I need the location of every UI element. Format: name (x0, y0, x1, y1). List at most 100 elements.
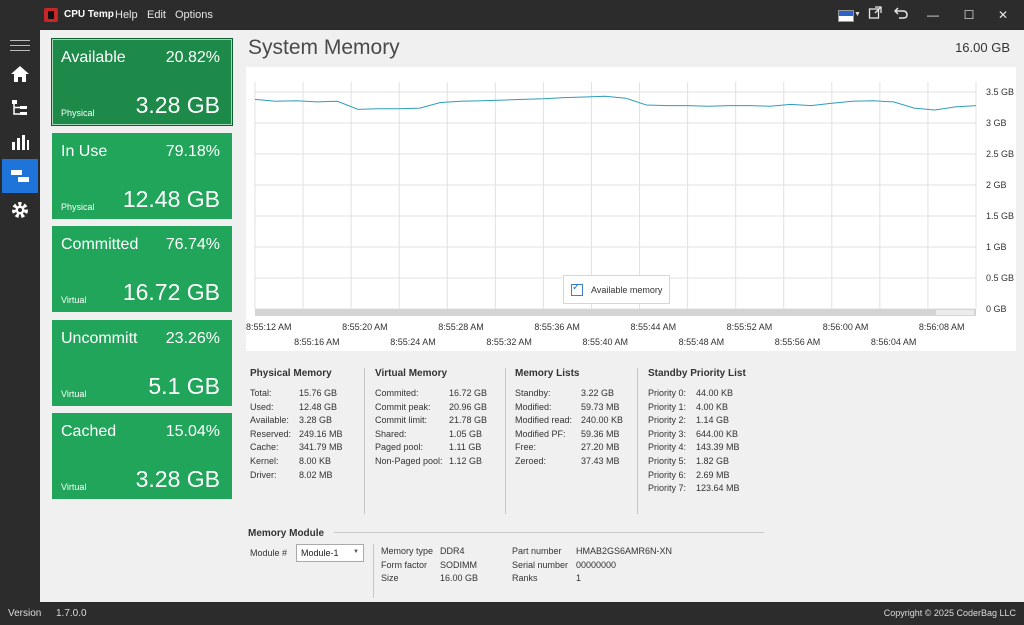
info-value: 341.79 MB (299, 442, 343, 453)
info-key: Part number (512, 546, 562, 556)
divider (637, 368, 638, 514)
module-select[interactable]: Module-1 ▼ (296, 544, 364, 562)
info-key: Reserved: (250, 428, 292, 439)
legend-checkbox[interactable] (571, 282, 583, 296)
info-value: 123.64 MB (696, 483, 740, 494)
card-type: Virtual (61, 295, 87, 305)
info-value: SODIMM (440, 559, 477, 570)
export-icon[interactable] (866, 6, 884, 24)
info-key: Available: (250, 415, 289, 426)
card-type: Virtual (61, 389, 87, 399)
info-row: Commit limit: 21.78 GB (375, 415, 487, 429)
info-key: Priority 4: (648, 442, 687, 453)
card-label: Uncommitt (61, 330, 138, 347)
undo-icon[interactable] (892, 6, 910, 24)
section-title: Standby Priority List (648, 368, 746, 379)
x-tick-label: 8:55:40 AM (582, 337, 628, 347)
info-value: 1.14 GB (696, 415, 730, 426)
card-label: Available (61, 49, 126, 66)
x-tick-label: 8:56:04 AM (871, 337, 917, 347)
x-tick-label: 8:55:48 AM (679, 337, 725, 347)
language-flag-icon[interactable] (838, 10, 854, 22)
x-tick-label: 8:55:16 AM (294, 337, 340, 347)
info-key: Ranks (512, 573, 538, 584)
info-key: Priority 1: (648, 401, 687, 412)
total-memory: 16.00 GB (955, 40, 1010, 55)
info-value: 240.00 KB (581, 415, 624, 426)
info-key: Paged pool: (375, 442, 424, 453)
info-row: Standby: 3.22 GB (515, 388, 614, 402)
info-row: Non-Paged pool: 1.12 GB (375, 456, 482, 470)
memory-icon[interactable] (2, 159, 38, 193)
chevron-down-icon[interactable]: ▼ (854, 11, 861, 18)
info-row: Available: 3.28 GB (250, 415, 332, 429)
info-value: 21.78 GB (449, 415, 488, 426)
info-key: Size (381, 573, 399, 584)
maximize-button[interactable]: ☐ (963, 8, 975, 22)
info-key: Shared: (375, 428, 407, 439)
copyright: Copyright © 2025 CoderBag LLC (883, 608, 1016, 618)
chevron-down-icon: ▼ (353, 549, 359, 555)
card-label: Committed (61, 236, 139, 253)
x-tick-label: 8:55:32 AM (486, 337, 532, 347)
info-key: Used: (250, 401, 274, 412)
info-row: Commited: 16.72 GB (375, 388, 487, 402)
card-in-use[interactable]: In Use 79.18% Physical 12.48 GB (52, 133, 232, 219)
info-key: Free: (515, 442, 537, 453)
info-row: Free: 27.20 MB (515, 442, 620, 456)
x-tick-label: 8:55:28 AM (438, 322, 484, 332)
y-tick-label: 3.5 GB (986, 87, 1014, 97)
memory-module-title: Memory Module (248, 528, 325, 539)
x-tick-label: 8:55:52 AM (727, 322, 773, 332)
menu-options[interactable]: Options (175, 9, 213, 21)
card-uncommitted[interactable]: Uncommitt 23.26% Virtual 5.1 GB (52, 320, 232, 406)
close-button[interactable]: ✕ (997, 8, 1009, 22)
gear-icon[interactable] (2, 193, 38, 227)
card-available[interactable]: Available 20.82% Physical 3.28 GB (51, 38, 233, 126)
info-key: Priority 2: (648, 415, 687, 426)
x-tick-label: 8:55:36 AM (534, 322, 580, 332)
info-key: Commit limit: (375, 415, 427, 426)
chart-legend[interactable]: Available memory (563, 275, 670, 304)
info-key: Priority 6: (648, 469, 687, 480)
tree-icon[interactable] (2, 91, 38, 125)
info-row: Zeroed: 37.43 MB (515, 455, 620, 470)
info-key: Modified: (515, 401, 552, 412)
section-title: Memory Lists (515, 368, 580, 379)
info-key: Zeroed: (515, 455, 547, 466)
card-percent: 76.74% (165, 236, 220, 253)
info-key: Form factor (381, 559, 428, 570)
card-type: Physical (61, 108, 95, 118)
info-value: 3.28 GB (299, 415, 333, 426)
divider (373, 544, 374, 598)
card-cached[interactable]: Cached 15.04% Virtual 3.28 GB (52, 413, 232, 499)
menu-edit[interactable]: Edit (147, 9, 166, 21)
card-value: 12.48 GB (122, 186, 220, 212)
info-row: Priority 0: 44.00 KB (648, 388, 746, 402)
info-row: Priority 4: 143.39 MB (648, 442, 746, 456)
info-row: Priority 3: 644.00 KB (648, 429, 746, 443)
info-key: Commited: (375, 388, 419, 398)
menu-help[interactable]: Help (115, 9, 138, 21)
info-value: DDR4 (440, 546, 465, 556)
card-label: In Use (61, 143, 108, 160)
info-key: Priority 5: (648, 455, 687, 466)
info-value: 16.00 GB (440, 573, 479, 584)
info-value: 59.36 MB (581, 428, 620, 439)
info-key: Cache: (250, 442, 279, 453)
info-value: 20.96 GB (449, 401, 488, 412)
info-value: 143.39 MB (696, 442, 740, 453)
info-value: 1.82 GB (696, 455, 730, 466)
divider (334, 532, 764, 533)
info-row: Priority 2: 1.14 GB (648, 415, 746, 429)
x-tick-label: 8:55:24 AM (390, 337, 436, 347)
minimize-button[interactable]: — (927, 8, 939, 22)
y-tick-label: 0 GB (986, 304, 1007, 314)
x-tick-label: 8:55:20 AM (342, 322, 388, 332)
menu-icon[interactable] (10, 40, 30, 55)
info-key: Standby: (515, 388, 551, 398)
home-icon[interactable] (2, 57, 38, 91)
card-committed[interactable]: Committed 76.74% Virtual 16.72 GB (52, 226, 232, 312)
chart-icon[interactable] (2, 125, 38, 159)
main-content: Available 20.82% Physical 3.28 GB In Use… (40, 30, 1024, 602)
